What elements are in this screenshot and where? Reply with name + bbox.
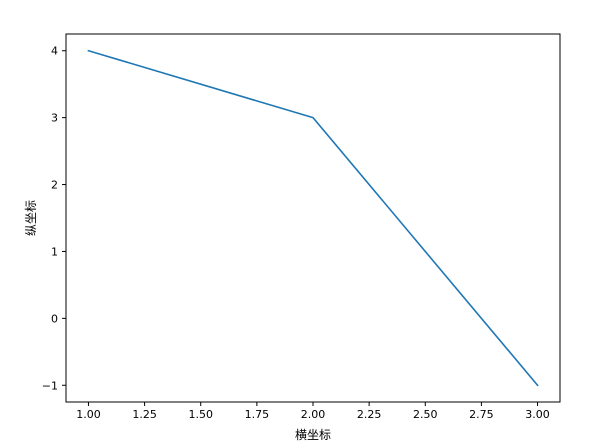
x-tick-label: 2.50 — [413, 408, 438, 421]
x-tick-label: 1.00 — [76, 408, 101, 421]
y-tick-label: 2 — [51, 179, 58, 192]
y-tick-label: 4 — [51, 45, 58, 58]
y-tick-label: 3 — [51, 112, 58, 125]
x-axis-label: 横坐标 — [295, 428, 331, 442]
y-tick-label: 1 — [51, 245, 58, 258]
y-axis-label: 纵坐标 — [24, 200, 38, 236]
x-tick-label: 3.00 — [525, 408, 550, 421]
x-tick-label: 2.75 — [469, 408, 494, 421]
x-tick-label: 2.00 — [301, 408, 326, 421]
y-tick-label: −1 — [42, 379, 58, 392]
y-tick-label: 0 — [51, 312, 58, 325]
x-tick-label: 1.50 — [188, 408, 213, 421]
series-line-1 — [87, 49, 539, 387]
x-tick-label: 1.75 — [245, 408, 270, 421]
x-tick-label: 1.25 — [132, 408, 157, 421]
x-tick-label: 2.25 — [357, 408, 382, 421]
plot-area: 1.00 1.25 1.50 1.75 2.00 2.25 2.50 2.75 3.00 −1 0 1… — [42, 33, 561, 421]
